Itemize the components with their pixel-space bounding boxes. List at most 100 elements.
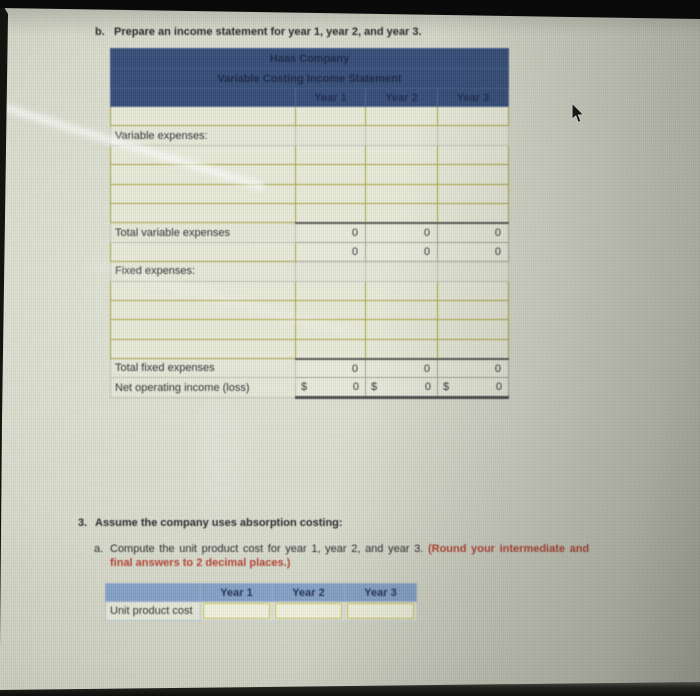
header-year1: Year 1 <box>200 583 273 602</box>
table-subtitle-row: Variable Costing Income Statement <box>109 68 510 89</box>
total-row: Total fixed expenses 0 0 0 <box>110 357 510 379</box>
computed-cell: 0 <box>365 241 438 263</box>
net-income-label: Net operating income (loss) <box>110 377 296 398</box>
input-cell[interactable] <box>295 319 366 340</box>
computed-cell: 0 <box>436 357 510 379</box>
question-3-text: Assume the company uses absorption costi… <box>95 517 343 529</box>
table-row <box>110 280 510 301</box>
header-blank-cell <box>105 583 201 602</box>
header-year2: Year 2 <box>365 88 438 107</box>
input-cell[interactable] <box>295 299 366 321</box>
input-cell[interactable] <box>295 105 366 127</box>
question-3a-text: Compute the unit product cost for year 1… <box>110 543 424 555</box>
input-cell[interactable] <box>295 144 366 166</box>
currency-symbol: $ <box>301 381 308 394</box>
blank-cell <box>436 261 510 282</box>
input-cell[interactable] <box>365 105 438 127</box>
table-row <box>110 164 510 185</box>
input-cell[interactable] <box>365 202 438 224</box>
input-cell[interactable] <box>436 280 510 301</box>
input-cell[interactable] <box>344 601 417 621</box>
input-cell[interactable] <box>436 319 510 340</box>
question-b: b. Prepare an income statement for year 1… <box>95 26 422 38</box>
computed-cell: $0 <box>436 377 510 399</box>
table-row: Variable expenses: <box>110 125 510 146</box>
input-cell[interactable] <box>365 164 438 185</box>
rounding-instruction-line2: final answers to 2 decimal places.) <box>110 557 291 569</box>
table-row <box>110 338 510 360</box>
total-label: Total fixed expenses <box>110 358 296 379</box>
computed-cell: $0 <box>365 377 438 399</box>
unit-cost-row: Unit product cost <box>105 601 417 621</box>
input-cell[interactable] <box>272 601 345 621</box>
label-input-cell[interactable] <box>110 144 296 166</box>
label-input-cell[interactable] <box>110 338 296 360</box>
input-cell[interactable] <box>295 183 366 204</box>
computed-cell: 0 <box>436 241 510 263</box>
input-cell[interactable] <box>436 164 510 185</box>
unit-product-cost-table: Year 1 Year 2 Year 3 Unit product cost <box>105 583 417 621</box>
label-input-cell[interactable] <box>110 105 296 127</box>
year-header-row: Year 1 Year 2 Year 3 <box>110 88 510 107</box>
input-cell[interactable] <box>436 338 510 360</box>
input-cell[interactable] <box>295 280 366 301</box>
blank-cell <box>365 261 438 282</box>
variable-costing-income-statement-table: Haas Company Variable Costing Income Sta… <box>109 48 510 399</box>
input-cell[interactable] <box>436 144 510 166</box>
computed-cell: 0 <box>365 357 438 379</box>
input-box[interactable] <box>275 603 342 619</box>
table-row: 0 0 0 <box>110 241 510 263</box>
mouse-cursor-icon <box>571 103 585 123</box>
input-cell[interactable] <box>295 164 366 185</box>
input-cell[interactable] <box>295 202 366 224</box>
question-b-marker: b. <box>95 26 105 38</box>
net-income-value: 0 <box>352 381 359 394</box>
table-row <box>110 299 510 321</box>
input-cell[interactable] <box>365 319 438 340</box>
net-income-row: Net operating income (loss) $0 $0 $0 <box>110 377 510 399</box>
computed-cell: 0 <box>295 221 366 243</box>
table-row: Fixed expenses: <box>110 261 510 282</box>
total-label: Total variable expenses <box>110 222 296 243</box>
input-cell[interactable] <box>365 183 438 204</box>
header-year1: Year 1 <box>295 88 366 107</box>
currency-symbol: $ <box>371 381 378 394</box>
input-cell[interactable] <box>365 338 438 360</box>
company-title: Haas Company <box>109 48 510 69</box>
label-input-cell[interactable] <box>110 202 296 224</box>
label-input-cell[interactable] <box>110 319 296 340</box>
label-input-cell[interactable] <box>110 299 296 321</box>
blank-cell <box>365 125 438 146</box>
blank-cell <box>295 261 366 282</box>
input-box[interactable] <box>347 603 414 619</box>
input-cell[interactable] <box>295 338 366 360</box>
rounding-instruction: (Round your intermediate and <box>427 543 590 555</box>
label-input-cell[interactable] <box>110 241 296 263</box>
input-cell[interactable] <box>365 144 438 166</box>
unit-cost-label: Unit product cost <box>105 601 201 621</box>
label-input-cell[interactable] <box>110 183 296 204</box>
input-cell[interactable] <box>436 183 510 204</box>
question-b-text: Prepare an income statement for year 1, … <box>114 26 422 38</box>
input-cell[interactable] <box>436 299 510 321</box>
input-cell[interactable] <box>436 105 510 127</box>
input-cell[interactable] <box>200 601 273 621</box>
unit-cost-header-row: Year 1 Year 2 Year 3 <box>105 583 417 602</box>
net-income-value: 0 <box>495 381 503 394</box>
question-3: 3. Assume the company uses absorption cos… <box>78 517 343 529</box>
input-box[interactable] <box>203 603 270 619</box>
label-input-cell[interactable] <box>110 164 296 185</box>
computed-cell: $0 <box>295 377 366 399</box>
header-year2: Year 2 <box>272 583 345 602</box>
input-cell[interactable] <box>436 202 510 224</box>
table-row <box>110 319 510 340</box>
input-cell[interactable] <box>365 299 438 321</box>
label-input-cell[interactable] <box>110 280 296 301</box>
table-title-row: Haas Company <box>109 48 510 69</box>
section-label: Variable expenses: <box>110 125 296 146</box>
table-row <box>110 144 510 166</box>
input-cell[interactable] <box>365 280 438 301</box>
